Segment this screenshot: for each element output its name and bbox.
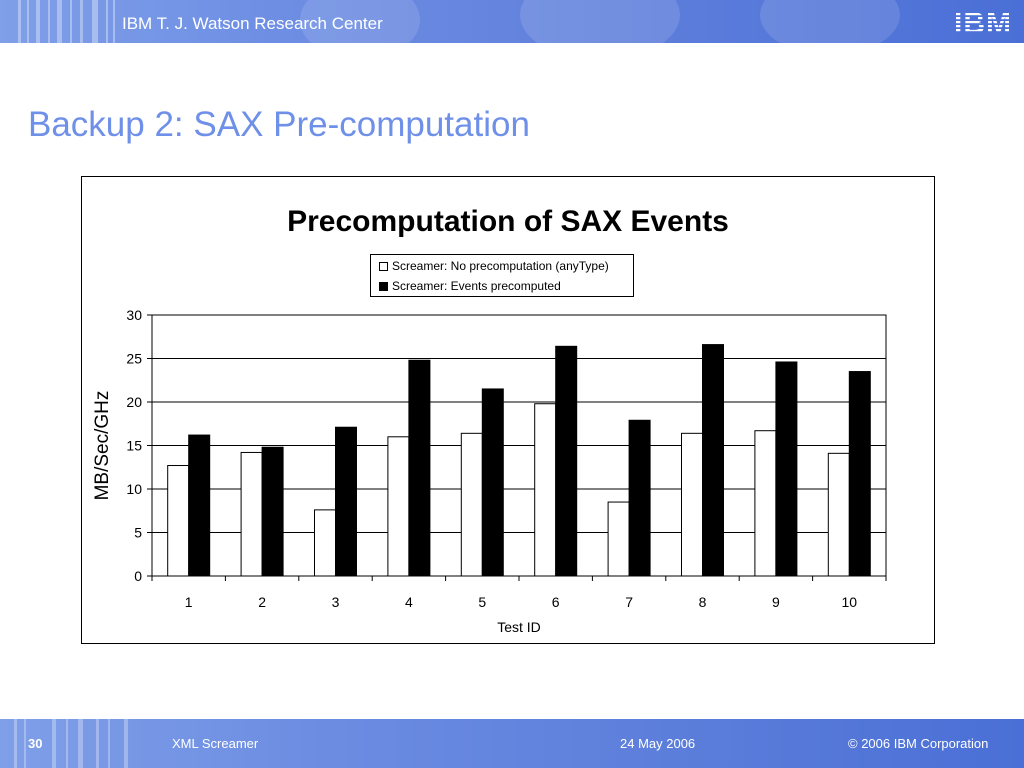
y-axis-label: MB/Sec/GHz bbox=[92, 391, 113, 501]
chart-title: Precomputation of SAX Events bbox=[287, 205, 729, 238]
x-tick-label: 1 bbox=[185, 594, 193, 610]
bar-series-2-test-4 bbox=[408, 359, 431, 577]
bar-series-2-test-9 bbox=[775, 361, 798, 577]
y-tick-label: 15 bbox=[126, 438, 142, 454]
bar-series-1-test-1 bbox=[167, 465, 190, 577]
footer-copyright: © 2006 IBM Corporation bbox=[848, 736, 989, 751]
y-tick-label: 30 bbox=[126, 307, 142, 323]
x-tick-label: 7 bbox=[625, 594, 633, 610]
x-tick-label: 5 bbox=[478, 594, 486, 610]
y-tick-label: 20 bbox=[126, 394, 142, 410]
bar-series-2-test-7 bbox=[628, 419, 651, 577]
y-tick-label: 0 bbox=[134, 568, 142, 584]
legend-swatch-white bbox=[379, 261, 388, 271]
footer-product: XML Screamer bbox=[172, 736, 259, 751]
header-title: IBM T. J. Watson Research Center bbox=[122, 14, 383, 33]
chart-legend: Screamer: No precomputation (anyType) Sc… bbox=[370, 254, 634, 297]
y-tick-label: 5 bbox=[134, 525, 142, 541]
bar-series-1-test-9 bbox=[754, 430, 777, 577]
bar-series-1-test-6 bbox=[534, 403, 557, 577]
x-tick-label: 3 bbox=[332, 594, 340, 610]
footer-decoration bbox=[0, 719, 260, 768]
bar-series-2-test-1 bbox=[188, 434, 211, 577]
bar-series-2-test-10 bbox=[848, 371, 871, 577]
bar-series-1-test-7 bbox=[607, 501, 630, 577]
bar-series-2-test-5 bbox=[481, 388, 504, 577]
bar-series-1-test-2 bbox=[240, 451, 263, 577]
plot-area: 0 5 10 15 20 25 30 1 2 3 4 5 6 7 8 9 10 Test ID MB/Sec/GHz bbox=[92, 307, 887, 635]
bar-series-1-test-3 bbox=[314, 509, 336, 577]
ibm-logo: IBM bbox=[954, 7, 1012, 37]
chart-frame: Precomputation of SAX Events Screamer: N… bbox=[81, 176, 935, 644]
x-tick-label: 2 bbox=[258, 594, 266, 610]
page-number: 30 bbox=[28, 736, 43, 751]
legend-item-series-2: Screamer: Events precomputed bbox=[379, 278, 561, 294]
bar-series-2-test-6 bbox=[555, 345, 578, 577]
bar-series-1-test-4 bbox=[387, 436, 410, 577]
bar-series-1-test-5 bbox=[460, 432, 483, 577]
footer-band: 30 XML Screamer 24 May 2006 © 2006 IBM C… bbox=[0, 719, 1024, 768]
header-decoration bbox=[0, 0, 260, 43]
legend-label: Screamer: No precomputation (anyType) bbox=[392, 259, 609, 273]
footer-date: 24 May 2006 bbox=[620, 736, 696, 751]
y-tick-label: 25 bbox=[126, 351, 142, 367]
ibm-logo-text: IBM bbox=[954, 7, 1012, 37]
legend-item-series-1: Screamer: No precomputation (anyType) bbox=[379, 258, 609, 274]
x-axis-label: Test ID bbox=[497, 619, 541, 635]
x-tick-label: 9 bbox=[772, 594, 780, 610]
x-tick-label: 10 bbox=[842, 594, 858, 610]
bar-series-1-test-10 bbox=[827, 452, 850, 577]
slide-title: Backup 2: SAX Pre-computation bbox=[28, 105, 530, 144]
y-tick-label: 10 bbox=[126, 481, 142, 497]
bar-series-2-test-8 bbox=[702, 344, 724, 577]
x-tick-label: 8 bbox=[699, 594, 707, 610]
header-band: IBM T. J. Watson Research Center IBM bbox=[0, 0, 1024, 43]
bar-series-1-test-8 bbox=[681, 432, 703, 577]
bar-series-2-test-3 bbox=[335, 426, 357, 577]
legend-label: Screamer: Events precomputed bbox=[392, 279, 561, 293]
legend-swatch-black bbox=[379, 281, 388, 291]
bar-series-2-test-2 bbox=[261, 446, 284, 577]
x-tick-label: 4 bbox=[405, 594, 413, 610]
x-tick-label: 6 bbox=[552, 594, 560, 610]
